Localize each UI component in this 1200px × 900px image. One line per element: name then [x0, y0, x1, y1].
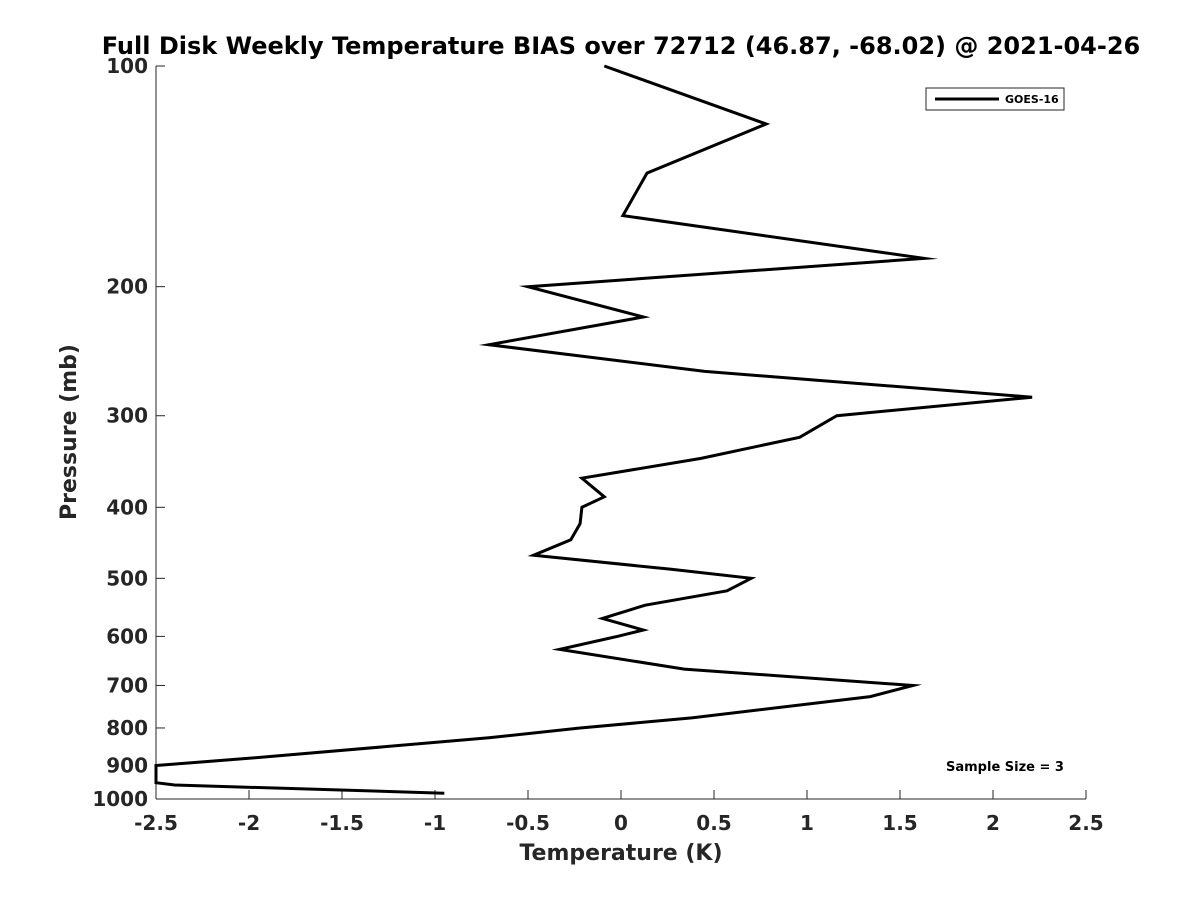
x-axis-label: Temperature (K) — [519, 841, 722, 866]
y-tick-label: 800 — [106, 716, 148, 740]
x-tick-label: 1.5 — [882, 811, 917, 835]
x-tick-label: 1 — [800, 811, 814, 835]
y-tick-label: 100 — [106, 54, 148, 78]
legend-label-goes-16: GOES-16 — [1005, 93, 1059, 106]
x-tick-label: -2 — [238, 811, 260, 835]
x-ticks: -2.5 -2 -1.5 -1 -0.5 0 0.5 1 1.5 2 2.5 — [134, 790, 1104, 835]
chart-title: Full Disk Weekly Temperature BIAS over 7… — [102, 32, 1141, 60]
series-line-goes-16 — [154, 64, 1033, 795]
x-tick-label: -0.5 — [506, 811, 550, 835]
series-layer — [154, 64, 1033, 795]
y-axis-label: Pressure (mb) — [57, 344, 82, 520]
y-tick-label: 1000 — [92, 787, 148, 811]
x-tick-label: -2.5 — [134, 811, 178, 835]
y-tick-label: 600 — [106, 624, 148, 648]
y-tick-label: 900 — [106, 753, 148, 777]
x-tick-label: -1 — [424, 811, 446, 835]
y-tick-label: 500 — [106, 566, 148, 590]
y-tick-label: 200 — [106, 275, 148, 299]
y-tick-label: 400 — [106, 495, 148, 519]
x-tick-label: 2 — [986, 811, 1000, 835]
y-tick-label: 300 — [106, 404, 148, 428]
sample-size-annotation: Sample Size = 3 — [946, 760, 1064, 775]
y-ticks: 100 200 300 400 500 600 700 800 900 1000 — [92, 54, 165, 811]
x-tick-label: 0 — [614, 811, 628, 835]
x-tick-label: 0.5 — [696, 811, 731, 835]
x-tick-label: 2.5 — [1068, 811, 1103, 835]
x-tick-label: -1.5 — [320, 811, 364, 835]
legend: GOES-16 — [925, 87, 1065, 111]
y-tick-label: 700 — [106, 673, 148, 697]
